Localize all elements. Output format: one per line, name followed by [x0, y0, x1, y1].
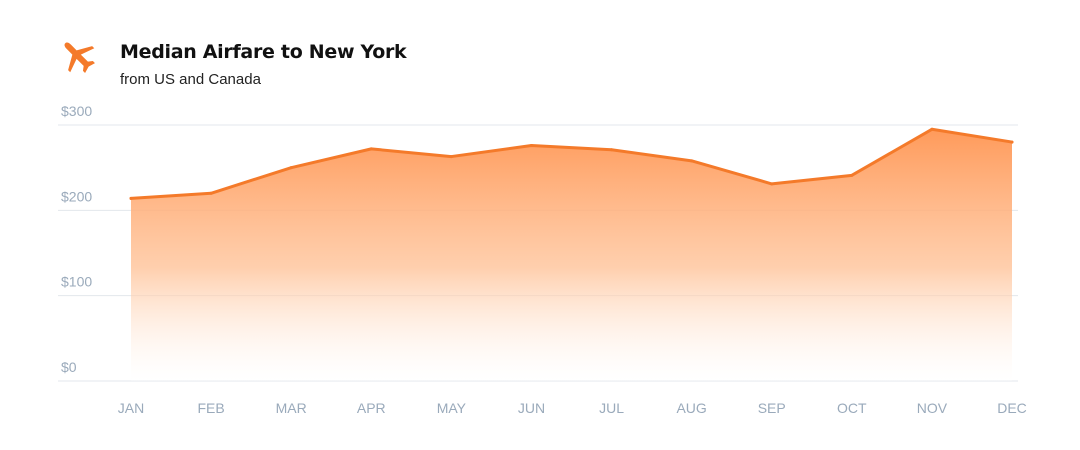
chart-title: Median Airfare to New York [120, 41, 407, 63]
data-point [610, 148, 614, 152]
y-axis-ticks: $0 $100 $200 $300 [61, 103, 92, 375]
y-tick-label: $100 [61, 274, 92, 290]
y-tick-label: $300 [61, 103, 92, 119]
x-tick-label: APR [357, 400, 386, 416]
data-point [449, 155, 453, 159]
airplane-icon [64, 42, 95, 73]
x-tick-label: JAN [118, 400, 144, 416]
chart-subtitle: from US and Canada [120, 71, 261, 88]
x-tick-label: AUG [676, 400, 706, 416]
y-tick-label: $200 [61, 188, 92, 204]
area-fill [131, 129, 1012, 381]
x-tick-label: DEC [997, 400, 1027, 416]
x-tick-label: FEB [197, 400, 224, 416]
y-tick-label: $0 [61, 359, 77, 375]
x-tick-label: SEP [758, 400, 786, 416]
data-point [850, 173, 854, 177]
series-line [129, 127, 1014, 200]
data-point [1010, 140, 1014, 144]
data-point [529, 143, 533, 147]
data-point [289, 166, 293, 170]
data-point [369, 147, 373, 151]
x-tick-label: OCT [837, 400, 867, 416]
data-point [770, 182, 774, 186]
x-axis-ticks: JAN FEB MAR APR MAY JUN JUL AUG SEP OCT NOV DEC [118, 400, 1027, 416]
x-tick-label: JUL [599, 400, 624, 416]
x-tick-label: MAY [437, 400, 467, 416]
x-tick-label: JUN [518, 400, 545, 416]
area-series [129, 127, 1014, 381]
x-tick-label: NOV [917, 400, 948, 416]
data-point [129, 196, 133, 200]
data-point [930, 127, 934, 131]
data-point [209, 191, 213, 195]
data-point [690, 159, 694, 163]
x-tick-label: MAR [276, 400, 307, 416]
